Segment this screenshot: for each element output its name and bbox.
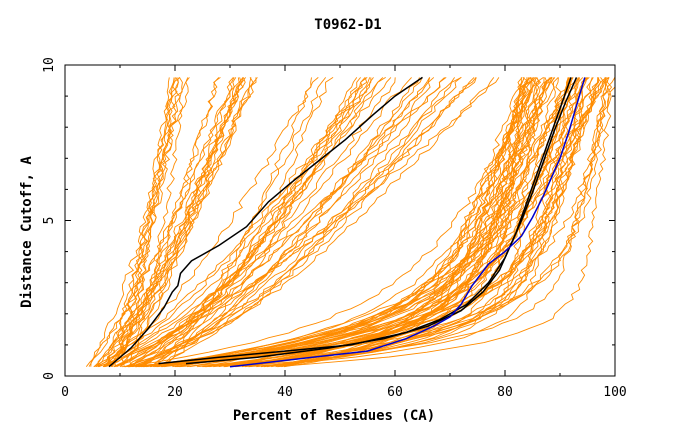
background-series-line xyxy=(125,77,495,368)
background-series-line xyxy=(103,77,412,368)
background-series-line xyxy=(128,77,361,368)
background-series-line xyxy=(213,77,559,368)
background-series-group xyxy=(85,76,615,368)
background-series-line xyxy=(93,77,258,368)
background-series-line xyxy=(96,77,319,368)
background-series-line xyxy=(153,77,475,368)
background-series-line xyxy=(105,77,183,367)
background-series-line xyxy=(142,77,528,368)
background-series-line xyxy=(104,77,252,367)
highlight-series-line-black xyxy=(108,76,423,368)
background-series-line xyxy=(98,77,500,368)
y-tick-label: 0 xyxy=(42,372,57,380)
background-series-line xyxy=(119,77,240,368)
background-series-line xyxy=(179,77,608,368)
background-series-line xyxy=(202,77,553,368)
background-series-line xyxy=(266,77,562,368)
y-axis: 0 5 10 xyxy=(42,57,615,380)
background-series-line xyxy=(275,77,532,368)
highlight-series-group xyxy=(108,76,586,368)
background-series-line xyxy=(125,77,540,368)
background-series-line xyxy=(150,77,609,368)
y-tick-label: 5 xyxy=(42,217,57,225)
background-series-line xyxy=(104,77,477,368)
background-series-line xyxy=(90,77,190,367)
background-series-line xyxy=(97,77,242,368)
background-series-line xyxy=(113,77,175,367)
y-tick-label: 10 xyxy=(42,57,57,73)
background-series-line xyxy=(206,77,610,368)
background-series-line xyxy=(119,77,179,367)
x-tick-label: 0 xyxy=(61,385,69,400)
highlight-series-line-black xyxy=(158,77,572,365)
background-series-line xyxy=(111,77,221,367)
background-series-line xyxy=(206,77,602,368)
x-tick-label: 20 xyxy=(167,385,183,400)
y-axis-label: Distance Cutoff, A xyxy=(19,156,35,308)
background-series-line xyxy=(114,77,430,368)
background-series-line xyxy=(140,77,455,368)
background-series-line xyxy=(143,77,537,368)
x-tick-label: 40 xyxy=(277,385,293,400)
background-series-line xyxy=(277,77,615,368)
background-series-line xyxy=(129,77,189,367)
chart-title: T0962-D1 xyxy=(314,17,381,33)
background-series-line xyxy=(209,77,587,368)
background-series-line xyxy=(111,77,181,367)
background-series-line xyxy=(152,77,368,367)
background-series-line xyxy=(176,77,536,368)
background-series-line xyxy=(88,77,237,367)
background-series-line xyxy=(127,77,396,368)
background-series-line xyxy=(98,77,447,368)
background-series-line xyxy=(196,77,530,368)
highlight-series-line-black xyxy=(185,77,578,365)
x-tick-label: 80 xyxy=(497,385,513,400)
background-series-line xyxy=(136,76,462,368)
background-series-line xyxy=(187,77,584,368)
background-series-line xyxy=(123,77,477,368)
background-series-line xyxy=(136,77,462,368)
x-axis-label: Percent of Residues (CA) xyxy=(233,408,435,424)
x-axis: 0 20 40 60 80 100 xyxy=(61,65,627,400)
background-series-line xyxy=(156,77,334,368)
background-series-line xyxy=(124,77,615,368)
background-series-line xyxy=(102,77,374,368)
background-series-line xyxy=(130,77,420,368)
background-series-line xyxy=(162,77,574,368)
x-tick-label: 100 xyxy=(603,385,626,400)
background-series-line xyxy=(138,77,613,368)
background-series-line xyxy=(241,77,522,368)
background-series-line xyxy=(146,77,600,368)
background-series-line xyxy=(95,77,371,368)
background-series-line xyxy=(123,77,234,367)
x-tick-label: 60 xyxy=(387,385,403,400)
background-series-line xyxy=(225,77,544,368)
background-series-line xyxy=(128,77,445,368)
highlight-series-line-blue xyxy=(229,77,586,368)
